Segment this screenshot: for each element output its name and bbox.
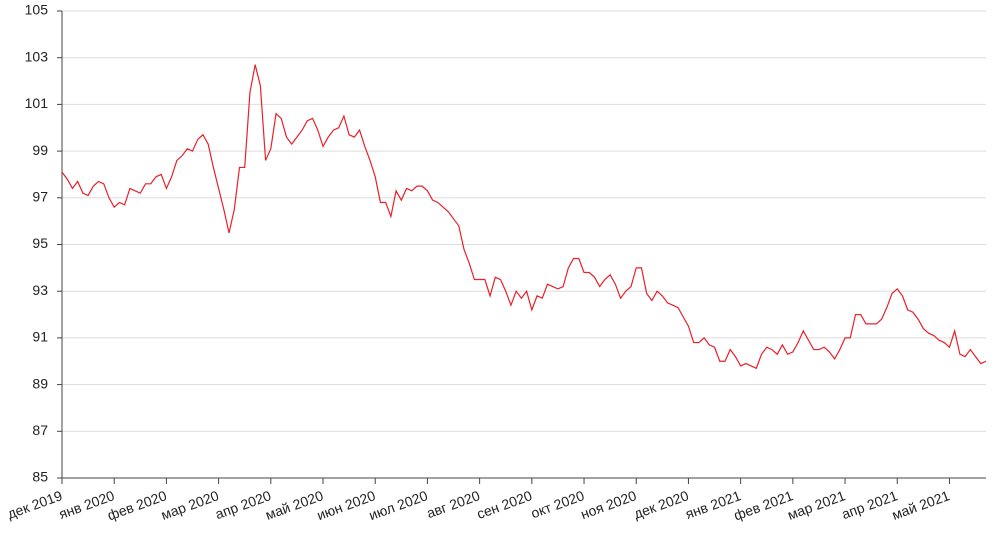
y-tick-label: 105 xyxy=(25,2,49,18)
x-tick-label: фев 2021 xyxy=(732,487,796,523)
x-tick-label: апр 2021 xyxy=(839,487,899,522)
y-tick-label: 101 xyxy=(25,95,49,111)
line-series xyxy=(61,64,987,370)
y-tick-label: 89 xyxy=(32,375,48,391)
x-tick-label: сен 2020 xyxy=(475,487,535,522)
y-tick-label: 97 xyxy=(32,189,48,205)
x-tick-label: авг 2020 xyxy=(424,487,482,521)
y-tick-label: 95 xyxy=(32,235,48,251)
y-tick-label: 103 xyxy=(25,48,49,64)
x-tick-label: апр 2020 xyxy=(213,487,273,522)
x-tick-label: май 2021 xyxy=(890,487,952,523)
y-tick-label: 91 xyxy=(32,329,48,345)
x-tick-label: дек 2019 xyxy=(5,487,64,522)
y-tick-label: 99 xyxy=(32,142,48,158)
y-tick-label: 85 xyxy=(32,469,48,485)
x-tick-label: июл 2020 xyxy=(367,487,430,523)
y-tick-label: 93 xyxy=(32,282,48,298)
x-tick-label: окт 2020 xyxy=(529,487,587,521)
x-tick-label: июн 2020 xyxy=(315,487,378,523)
x-tick-label: мар 2020 xyxy=(159,487,221,523)
y-tick-label: 87 xyxy=(32,422,48,438)
x-tick-label: дек 2020 xyxy=(632,487,691,522)
x-tick-label: мар 2021 xyxy=(785,487,847,523)
x-tick-label: ноя 2020 xyxy=(578,487,638,522)
x-tick-label: май 2020 xyxy=(263,487,325,523)
x-tick-label: фев 2020 xyxy=(105,487,169,523)
